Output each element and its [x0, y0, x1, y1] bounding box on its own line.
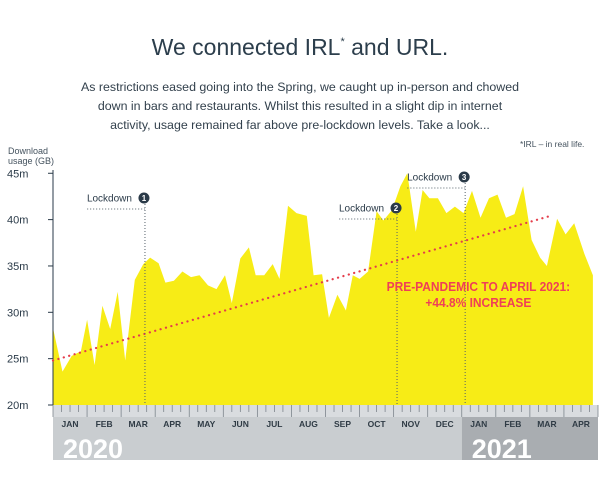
year-label: 2020 [63, 434, 123, 464]
month-label: FEB [96, 419, 113, 429]
lockdown-label: Lockdown [339, 204, 384, 215]
month-label: AUG [299, 419, 318, 429]
year-band [461, 417, 598, 460]
lockdown-number: 2 [394, 204, 399, 213]
lockdown-label: Lockdown [407, 173, 452, 184]
y-axis-label: Download usage (GB) [8, 146, 54, 166]
trend-line [51, 214, 552, 362]
title-asterisk: * [340, 36, 345, 48]
month-label: DEC [436, 419, 454, 429]
y-tick-label: 40m [7, 215, 28, 227]
lockdown-number-badge [458, 171, 470, 183]
y-tick-label: 45m [7, 168, 28, 180]
month-label: MAR [128, 419, 147, 429]
lockdown-label: Lockdown [87, 194, 132, 205]
month-label: MAR [537, 419, 556, 429]
month-label: SEP [334, 419, 351, 429]
month-label: JUN [232, 419, 249, 429]
footnote: *IRL – in real life. [520, 139, 585, 149]
month-label: JAN [62, 419, 79, 429]
month-label: JUL [266, 419, 282, 429]
month-label: FEB [504, 419, 521, 429]
y-axis-label-line1: Download [8, 146, 49, 156]
y-tick-label: 20m [7, 400, 28, 412]
lockdown-marker: Lockdown 3 [407, 171, 470, 405]
lockdown-number-badge [138, 192, 150, 204]
y-tick-label: 35m [7, 261, 28, 273]
year-band [53, 417, 462, 460]
month-label: APR [572, 419, 590, 429]
month-label: MAY [197, 419, 215, 429]
month-label: OCT [368, 419, 387, 429]
page-subtitle: As restrictions eased going into the Spr… [80, 80, 520, 132]
y-tick-label: 25m [7, 354, 28, 366]
usage-area [53, 173, 593, 405]
lockdown-marker: Lockdown 2 [339, 202, 402, 405]
lockdown-number: 1 [142, 194, 147, 203]
annotation-line2: +44.8% INCREASE [425, 296, 531, 311]
month-label: APR [163, 419, 181, 429]
year-label: 2021 [472, 434, 532, 464]
month-label: NOV [401, 419, 420, 429]
page-title: We connected IRL* and URL. [151, 34, 449, 60]
y-tick-label: 30m [7, 307, 28, 319]
month-label: JAN [470, 419, 487, 429]
annotation-line1: PRE-PANDEMIC TO APRIL 2021: [387, 280, 571, 295]
lockdown-marker: Lockdown 1 [87, 192, 150, 405]
lockdown-number: 3 [462, 173, 467, 182]
lockdown-number-badge [390, 202, 402, 214]
y-axis-label-line2: usage (GB) [8, 156, 55, 166]
